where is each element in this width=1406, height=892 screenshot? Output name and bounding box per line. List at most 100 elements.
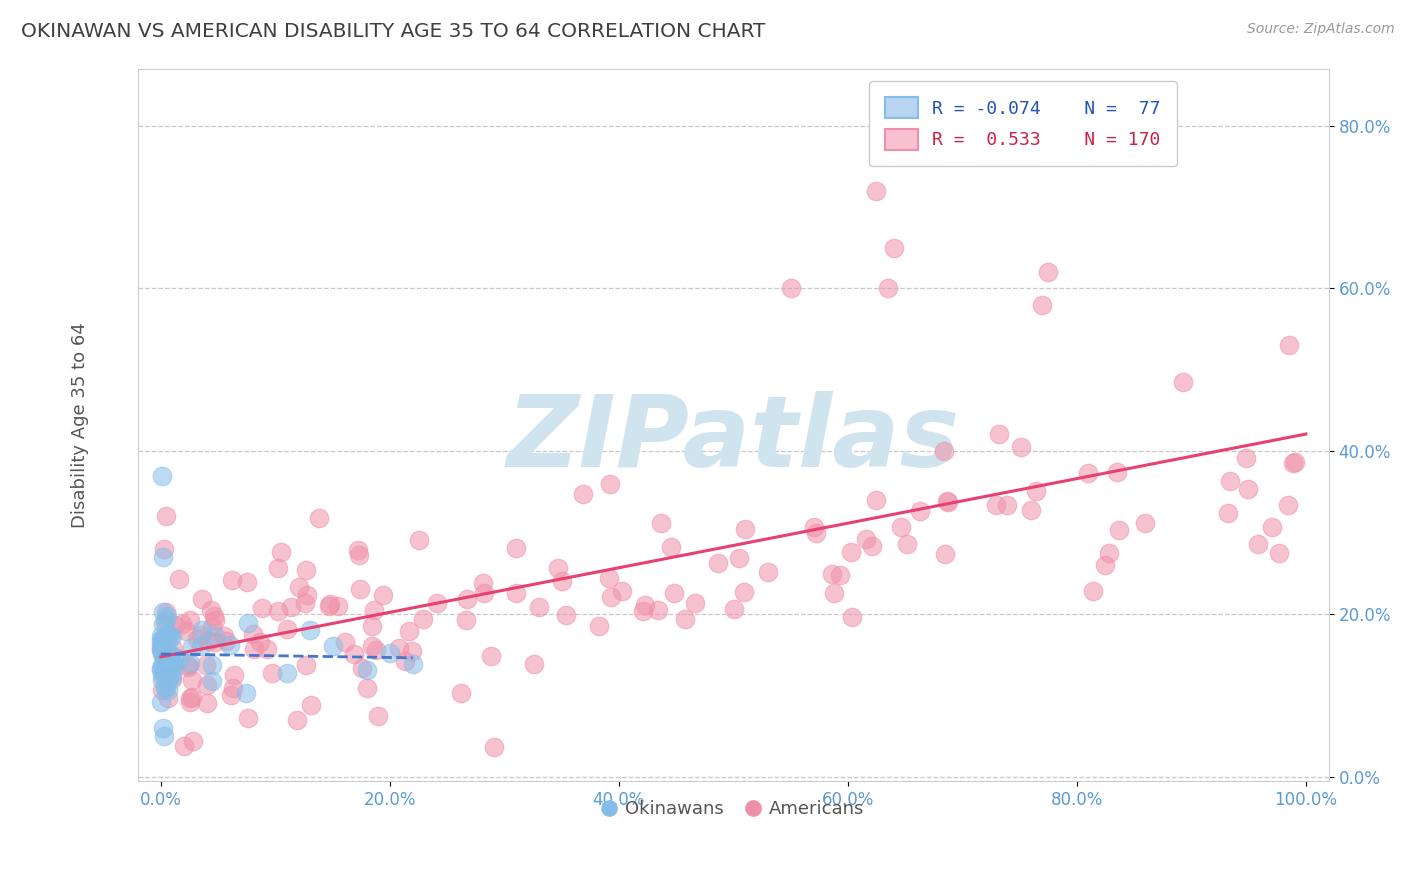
Point [505,541,527,556]
Point [482,739,505,754]
Point [363,602,385,616]
Point [155,648,177,663]
Point [152,617,174,632]
Point [402,657,425,672]
Point [328,599,350,613]
Point [150,673,173,688]
Point [157,629,180,643]
Point [155,608,177,623]
Point [159,647,181,661]
Point [156,661,179,675]
Point [198,634,221,648]
Point [1219,475,1241,489]
Point [860,539,883,553]
Point [152,605,174,619]
Point [1107,465,1129,479]
Point [865,184,887,198]
Point [883,241,905,255]
Point [179,656,201,670]
Legend: Okinawans, Americans: Okinawans, Americans [595,793,872,825]
Point [356,663,378,677]
Point [256,641,278,656]
Point [298,623,321,637]
Point [242,627,264,641]
Point [865,493,887,508]
Point [155,635,177,649]
Point [150,640,173,655]
Point [299,698,322,712]
Point [343,647,366,661]
Point [505,586,527,600]
Point [294,596,316,610]
Point [425,596,447,610]
Point [201,620,224,634]
Point [659,540,682,554]
Point [322,639,344,653]
Point [152,645,174,659]
Point [823,586,845,600]
Point [157,683,180,698]
Point [1284,455,1306,469]
Point [529,600,551,615]
Point [267,561,290,575]
Point [631,604,654,618]
Point [733,585,755,599]
Point [599,476,621,491]
Point [249,635,271,649]
Point [523,657,546,672]
Point [387,640,409,655]
Text: OKINAWAN VS AMERICAN DISABILITY AGE 35 TO 64 CORRELATION CHART: OKINAWAN VS AMERICAN DISABILITY AGE 35 T… [21,22,765,41]
Point [200,603,222,617]
Point [150,633,173,648]
Point [153,649,176,664]
Point [179,690,201,705]
Point [347,548,370,562]
Point [155,652,177,666]
Point [839,545,862,559]
Point [474,585,496,599]
Point [174,624,197,639]
Point [236,711,259,725]
Point [152,631,174,645]
Point [394,654,416,668]
Text: Source: ZipAtlas.com: Source: ZipAtlas.com [1247,22,1395,37]
Point [723,601,745,615]
Point [373,588,395,602]
Point [201,658,224,673]
Point [181,734,204,748]
Point [204,629,226,643]
Point [728,551,751,566]
Point [156,627,179,641]
Point [149,642,172,657]
Point [222,681,245,695]
Point [295,658,318,673]
Point [169,652,191,666]
Point [204,635,226,649]
Point [156,645,179,659]
Point [215,633,238,648]
Point [285,713,308,727]
Point [779,281,801,295]
Point [160,629,183,643]
Point [346,543,368,558]
Point [157,655,180,669]
Point [155,612,177,626]
Point [155,661,177,675]
Point [932,444,955,458]
Point [152,632,174,646]
Point [270,545,292,559]
Y-axis label: Disability Age 35 to 64: Disability Age 35 to 64 [72,322,89,528]
Point [212,629,235,643]
Point [153,615,176,629]
Point [153,648,176,663]
Point [980,119,1002,133]
Point [360,639,382,653]
Point [153,646,176,660]
Point [152,550,174,565]
Point [204,613,226,627]
Point [181,690,204,704]
Point [1025,484,1047,499]
Point [806,525,828,540]
Point [1237,483,1260,497]
Point [170,616,193,631]
